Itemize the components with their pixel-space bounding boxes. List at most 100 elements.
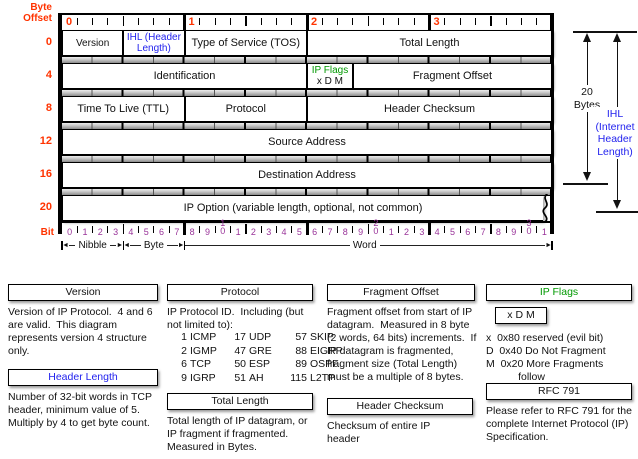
field-ttl: Time To Live (TTL)	[62, 96, 185, 122]
bit-number: 8	[189, 227, 195, 237]
bit-tick	[337, 18, 339, 25]
bit-number: 1	[82, 227, 88, 237]
ihl-label: IHL (Internet Header Length)	[590, 107, 638, 159]
byte-offset-value: 20	[39, 201, 52, 213]
bit-tick	[490, 16, 492, 26]
variable-length-squiggle-icon	[539, 193, 553, 223]
protocol-number: 1	[181, 331, 187, 343]
cell-label: Header Checksum	[383, 103, 476, 115]
protocol-number: 57	[295, 331, 307, 343]
note-rfc-791-body: Please refer to RFC 791 for the complete…	[486, 405, 635, 443]
bit-tick	[305, 15, 309, 30]
bit-tick	[383, 226, 385, 233]
bit-number: 4	[128, 227, 134, 237]
scale-label: Byte	[143, 240, 164, 251]
scale-label: Nibble	[78, 240, 107, 251]
bit-tick	[260, 18, 262, 25]
bit-number: 2	[97, 227, 103, 237]
bit-tick	[275, 226, 277, 233]
note-header-checksum-title: Header Checksum	[327, 398, 473, 415]
scale-boundary-bar	[551, 241, 553, 250]
bit-number: 1 0	[220, 218, 226, 236]
protocol-name: OSPF	[310, 358, 339, 370]
table-right-border	[550, 13, 554, 234]
bit-tick	[291, 226, 293, 233]
protocol-number: 6	[181, 358, 187, 370]
protocol-number: 9	[181, 371, 187, 384]
cell-label: Type of Service (TOS)	[191, 37, 301, 49]
bit-tick	[107, 18, 109, 25]
bit-tick	[153, 226, 155, 233]
bit-tick	[199, 18, 201, 25]
bit-number: 9	[358, 227, 364, 237]
cell-label: Identification	[153, 70, 216, 82]
bit-tick	[474, 18, 476, 25]
byte-number: 0	[66, 16, 73, 28]
bit-tick	[153, 18, 155, 25]
bit-tick	[428, 223, 431, 235]
byte-number: 2	[311, 16, 318, 28]
bit-tick	[92, 18, 94, 25]
bit-tick	[413, 226, 415, 233]
bytes20-bottom-line	[563, 183, 608, 185]
bit-tick	[260, 226, 262, 233]
field-tos: Type of Service (TOS)	[184, 30, 307, 56]
bit-number: 4	[281, 227, 287, 237]
bit-label: Bit	[40, 227, 54, 238]
bit-tick	[444, 226, 446, 233]
protocol-number: 17	[234, 331, 246, 343]
byte-offset-value: 12	[39, 135, 52, 147]
cell-label: Version	[75, 37, 110, 49]
bit-tick	[505, 18, 507, 25]
bit-number: 3	[419, 227, 425, 237]
bit-tick	[520, 226, 522, 233]
arrow-left-icon: ◄	[123, 242, 131, 249]
bit-tick	[474, 226, 476, 233]
note-rfc-791-title: RFC 791	[486, 383, 632, 400]
protocol-name: TCP	[190, 358, 211, 370]
arrow-up-icon	[613, 33, 621, 42]
top-ruler-line	[58, 13, 554, 15]
bit-tick	[291, 18, 293, 25]
cell-label: IHL (Header Length)	[126, 32, 181, 54]
protocol-name: UDP	[249, 331, 272, 343]
arrow-down-icon	[583, 172, 591, 181]
cell-label: Total Length	[399, 37, 460, 49]
bit-tick	[459, 226, 461, 233]
field-fragment-offset: Fragment Offset	[352, 63, 552, 89]
bit-number: 5	[296, 227, 302, 237]
cell-label: Time To Live (TTL)	[77, 103, 170, 115]
bit-tick	[383, 18, 385, 25]
byte-offset-label: Byte Offset	[23, 2, 52, 24]
bit-tick	[367, 16, 369, 26]
note-ip-flags-body: x 0x80 reserved (evil bit) D 0x40 Do Not…	[486, 332, 606, 383]
scale-segment-word: Word ►	[184, 239, 552, 252]
cell-label: Fragment Offset	[412, 70, 493, 82]
byte-offset-value: 0	[45, 36, 52, 48]
protocol-name: IGRP	[190, 371, 216, 384]
bit-tick	[536, 226, 538, 233]
bit-tick	[459, 18, 461, 25]
bit-tick	[398, 226, 400, 233]
scale-line	[184, 244, 350, 247]
bit-number: 5	[143, 227, 149, 237]
byte-offset-value: 4	[45, 69, 52, 81]
cell-label: Source Address	[268, 136, 346, 148]
bit-tick	[520, 18, 522, 25]
bit-tick	[168, 226, 170, 233]
cell-label: IP Option (variable length, optional, no…	[183, 202, 423, 214]
protocol-name: SKIP	[310, 331, 334, 343]
bit-number: 0	[67, 227, 73, 237]
arrow-right-icon: ►	[116, 242, 124, 249]
cell-label: IP Flags	[311, 65, 349, 76]
bit-tick	[229, 18, 231, 25]
annotation-top-line	[573, 31, 637, 33]
note-protocol-table: 1 ICMP 17 UDP 57 SKIP 2 IGMP 47 GRE 88 EIGRP 6 TCP 50 E…	[174, 331, 348, 385]
arrow-up-icon	[583, 33, 591, 42]
bit-tick	[76, 18, 78, 25]
bit-number: 4	[434, 227, 440, 237]
bit-tick	[367, 224, 369, 234]
scale-boundary-bar	[61, 241, 63, 250]
bit-tick	[536, 18, 538, 25]
bit-number: 6	[159, 227, 165, 237]
